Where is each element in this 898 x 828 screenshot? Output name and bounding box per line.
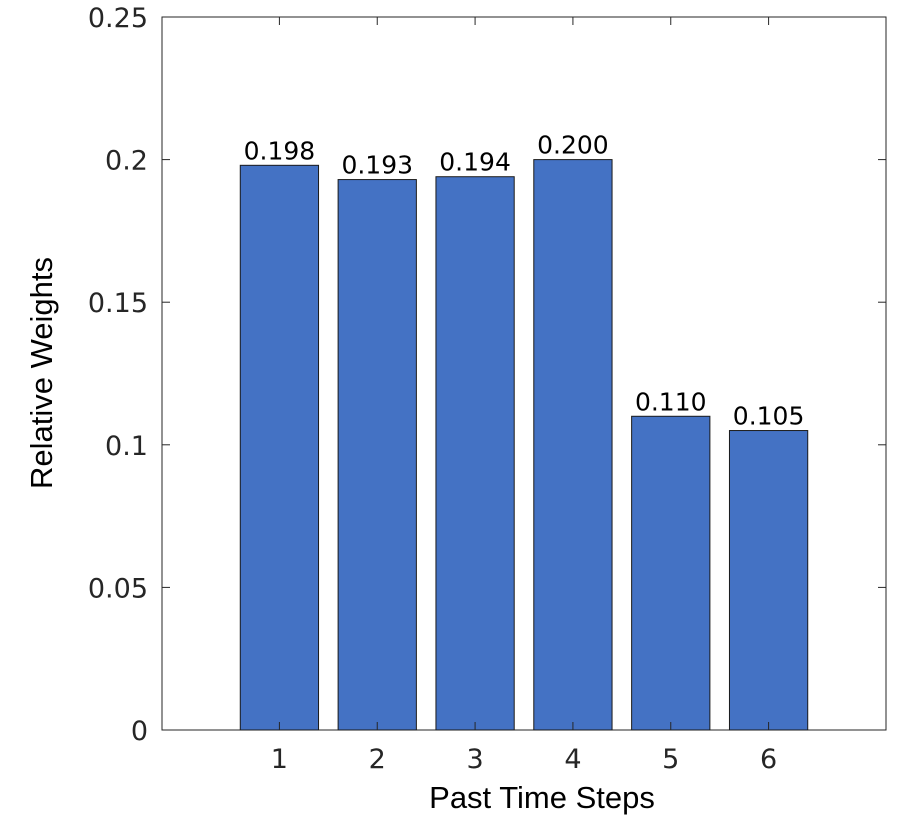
y-tick-label: 0 — [131, 716, 148, 747]
x-tick-label: 3 — [466, 744, 483, 775]
y-tick-label: 0.05 — [88, 573, 148, 604]
bar — [239, 164, 320, 731]
x-tick-label: 4 — [564, 744, 581, 775]
y-tick-label: 0.2 — [105, 146, 148, 177]
value-label: 0.110 — [635, 387, 707, 416]
value-label: 0.200 — [537, 131, 609, 160]
bar — [435, 176, 515, 731]
value-label: 0.194 — [439, 148, 511, 177]
bar — [337, 179, 417, 731]
bar — [728, 430, 809, 731]
x-tick-label: 6 — [760, 744, 777, 775]
y-axis-label: Relative Weights — [24, 257, 59, 489]
x-tick-label: 5 — [662, 744, 679, 775]
bar — [533, 159, 613, 731]
y-tick-label: 0.15 — [88, 288, 148, 319]
y-tick-label: 0.1 — [105, 431, 148, 462]
value-label: 0.193 — [341, 151, 413, 180]
x-tick-label: 2 — [369, 744, 386, 775]
x-axis-label: Past Time Steps — [429, 780, 655, 815]
y-tick-label: 0.25 — [88, 3, 148, 34]
x-tick-label: 1 — [271, 744, 288, 775]
value-label: 0.105 — [733, 402, 805, 431]
bar — [631, 415, 711, 731]
value-label: 0.198 — [244, 136, 316, 165]
